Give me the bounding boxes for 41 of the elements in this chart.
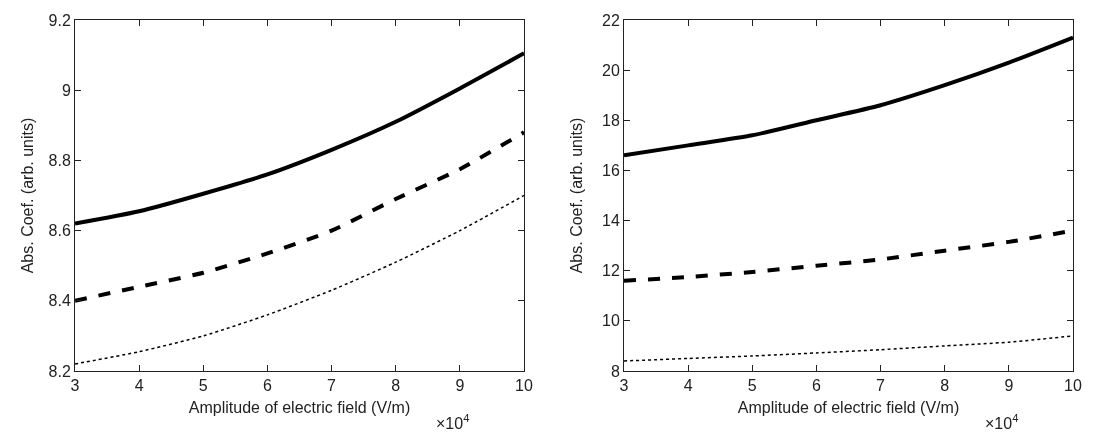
y-tick-label: 22 — [602, 11, 620, 29]
x-tick-label: 7 — [327, 377, 337, 395]
y-tick-label: 10 — [602, 312, 620, 330]
y-tick-label: 18 — [602, 111, 620, 129]
y-tick-label: 16 — [602, 162, 620, 180]
x-tick-label: 3 — [70, 377, 80, 395]
x-tick-label: 7 — [876, 377, 886, 395]
line-series — [75, 194, 524, 365]
y-tick-label: 9.2 — [48, 11, 71, 29]
text: ×10$^{4}$ — [985, 412, 1019, 432]
text: ×10$^{4}$ — [436, 412, 470, 432]
x-tick-label: 6 — [262, 377, 272, 395]
x-tick-label: 9 — [455, 377, 465, 395]
x-axis-title: Amplitude of electric field (V/m) — [188, 398, 411, 416]
line-series — [75, 130, 524, 303]
y-axis-title: Abs. Coef. (arb. units) — [568, 117, 585, 274]
y-tick-label: 8.6 — [48, 222, 71, 240]
y-tick-label: 20 — [602, 61, 620, 79]
y-tick-label: 8.8 — [48, 152, 71, 169]
x-tick-label: 10 — [515, 377, 533, 395]
y-tick-label: 14 — [602, 212, 620, 230]
y-tick-label: 8.2 — [48, 362, 71, 380]
line-series — [75, 51, 524, 226]
x-tick-label: 8 — [940, 377, 950, 395]
x-tick-label: 10 — [1064, 377, 1082, 395]
y-tick-label: 9 — [61, 81, 71, 99]
x-tick-label: 5 — [198, 377, 208, 395]
y-tick-label: 8 — [610, 362, 620, 380]
line-series — [624, 335, 1073, 362]
x-tick-label: 6 — [811, 377, 821, 395]
y-tick-label: 12 — [602, 262, 620, 280]
x-axis-title: Amplitude of electric field (V/m) — [737, 398, 960, 416]
x-tick-label: 8 — [391, 377, 401, 395]
x-tick-label: 5 — [747, 377, 757, 395]
x-tick-label: 4 — [134, 377, 144, 395]
y-tick-label: 8.4 — [48, 292, 71, 310]
x-tick-label: 9 — [1004, 377, 1014, 395]
x-tick-label: 4 — [683, 377, 693, 395]
x-tick-label: 3 — [619, 377, 629, 395]
line-series — [624, 35, 1073, 158]
y-axis-title: Abs. Coef. (arb. units) — [19, 117, 36, 274]
